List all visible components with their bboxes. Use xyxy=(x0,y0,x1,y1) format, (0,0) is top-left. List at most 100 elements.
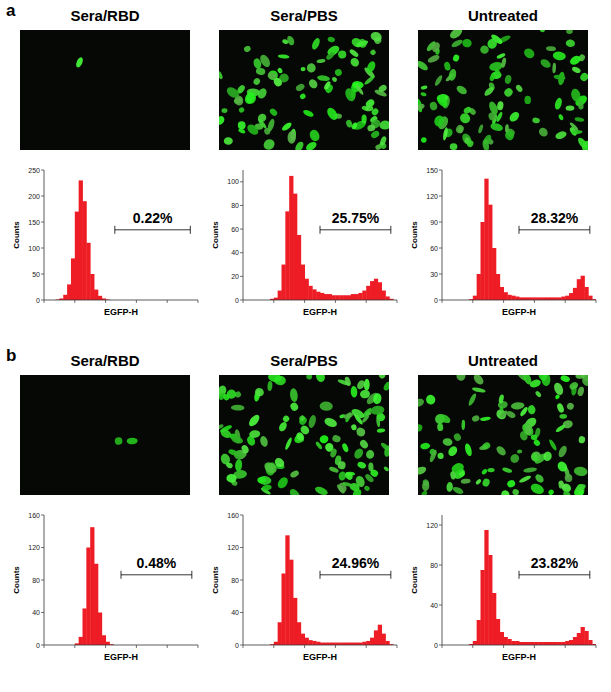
cell xyxy=(552,63,556,74)
cells xyxy=(418,375,588,495)
x-tick xyxy=(472,645,473,648)
cell xyxy=(512,488,520,495)
cell xyxy=(343,412,354,420)
cell xyxy=(257,477,266,484)
bars xyxy=(469,179,596,300)
histogram-bar xyxy=(362,291,366,300)
histogram-bar xyxy=(473,641,477,645)
cell xyxy=(328,466,339,474)
histogram-bar xyxy=(106,642,110,645)
histogram-bar xyxy=(484,530,488,645)
y-tick-label: 0 xyxy=(434,642,438,649)
cell xyxy=(308,128,321,143)
cell xyxy=(362,115,367,124)
y-tick-label: 100 xyxy=(227,178,239,185)
cell xyxy=(497,101,504,111)
x-tick xyxy=(44,645,45,648)
cell xyxy=(450,471,456,480)
cell xyxy=(511,402,525,411)
x-tick xyxy=(596,645,597,648)
y-tick xyxy=(439,565,442,566)
cell xyxy=(314,485,329,495)
cell xyxy=(258,53,272,69)
cell xyxy=(420,442,431,450)
cell xyxy=(254,386,266,398)
cell xyxy=(461,420,465,430)
cell xyxy=(247,413,261,428)
cell xyxy=(443,61,451,71)
cell xyxy=(504,74,512,84)
y-tick-label: 150 xyxy=(28,219,40,226)
cell xyxy=(281,121,293,132)
cell xyxy=(481,441,492,451)
cell xyxy=(277,67,284,74)
x-tick xyxy=(304,645,305,648)
cell xyxy=(448,68,458,81)
gate-end xyxy=(589,571,590,579)
histogram-bar xyxy=(274,642,278,645)
histogram-bar xyxy=(332,295,336,300)
y-tick-label: 50 xyxy=(32,271,40,278)
x-tick xyxy=(397,645,398,648)
cell xyxy=(378,375,387,380)
cell xyxy=(427,54,441,65)
x-tick xyxy=(366,300,367,303)
cell xyxy=(338,471,347,481)
cell xyxy=(238,128,246,135)
cell xyxy=(238,106,245,113)
cell xyxy=(420,85,427,90)
x-tick xyxy=(397,300,398,303)
x-tick xyxy=(74,645,75,648)
histogram-bar xyxy=(573,288,577,300)
cell xyxy=(505,124,509,132)
x-tick xyxy=(167,645,168,648)
cell xyxy=(252,77,261,86)
histogram-bar xyxy=(94,290,98,300)
cell xyxy=(525,425,532,435)
cell xyxy=(566,105,575,110)
cells xyxy=(418,30,588,150)
histogram-bar xyxy=(102,635,106,645)
cell xyxy=(243,91,256,106)
cell xyxy=(114,437,122,445)
gate-label: 0.48% xyxy=(137,555,177,571)
cell xyxy=(529,482,545,495)
cell xyxy=(418,103,425,111)
bars xyxy=(56,180,110,300)
cell xyxy=(377,83,388,93)
y-tick-label: 200 xyxy=(28,193,40,200)
histogram-bar xyxy=(507,295,511,300)
histogram-bar xyxy=(351,294,355,300)
cell xyxy=(289,401,300,412)
histogram-bar xyxy=(308,640,312,645)
gate-end xyxy=(320,226,321,234)
cell xyxy=(481,478,490,488)
y-tick-label: 120 xyxy=(426,193,438,200)
cell xyxy=(355,426,367,437)
histogram-bar xyxy=(550,642,554,645)
histogram-bar xyxy=(293,194,297,300)
cell xyxy=(524,96,531,104)
y-axis-title: Counts xyxy=(12,566,21,594)
gate xyxy=(320,229,391,230)
micrograph xyxy=(219,375,389,495)
cell xyxy=(447,444,459,457)
y-tick-label: 40 xyxy=(231,609,239,616)
cell xyxy=(319,401,333,411)
cells xyxy=(75,56,85,68)
y-axis-title: Counts xyxy=(211,566,220,594)
cell xyxy=(571,130,583,135)
gate-label: 28.32% xyxy=(531,210,579,226)
y-axis xyxy=(442,170,443,300)
y-tick-label: 250 xyxy=(28,167,40,174)
cell xyxy=(475,478,482,485)
cell xyxy=(243,45,251,53)
cell xyxy=(318,434,329,445)
histogram-bar xyxy=(378,282,382,300)
cell xyxy=(472,387,486,394)
histogram-bar xyxy=(561,642,565,645)
cell xyxy=(299,93,307,100)
cell xyxy=(557,444,569,458)
y-tick-label: 40 xyxy=(430,602,438,609)
cell xyxy=(334,68,342,76)
